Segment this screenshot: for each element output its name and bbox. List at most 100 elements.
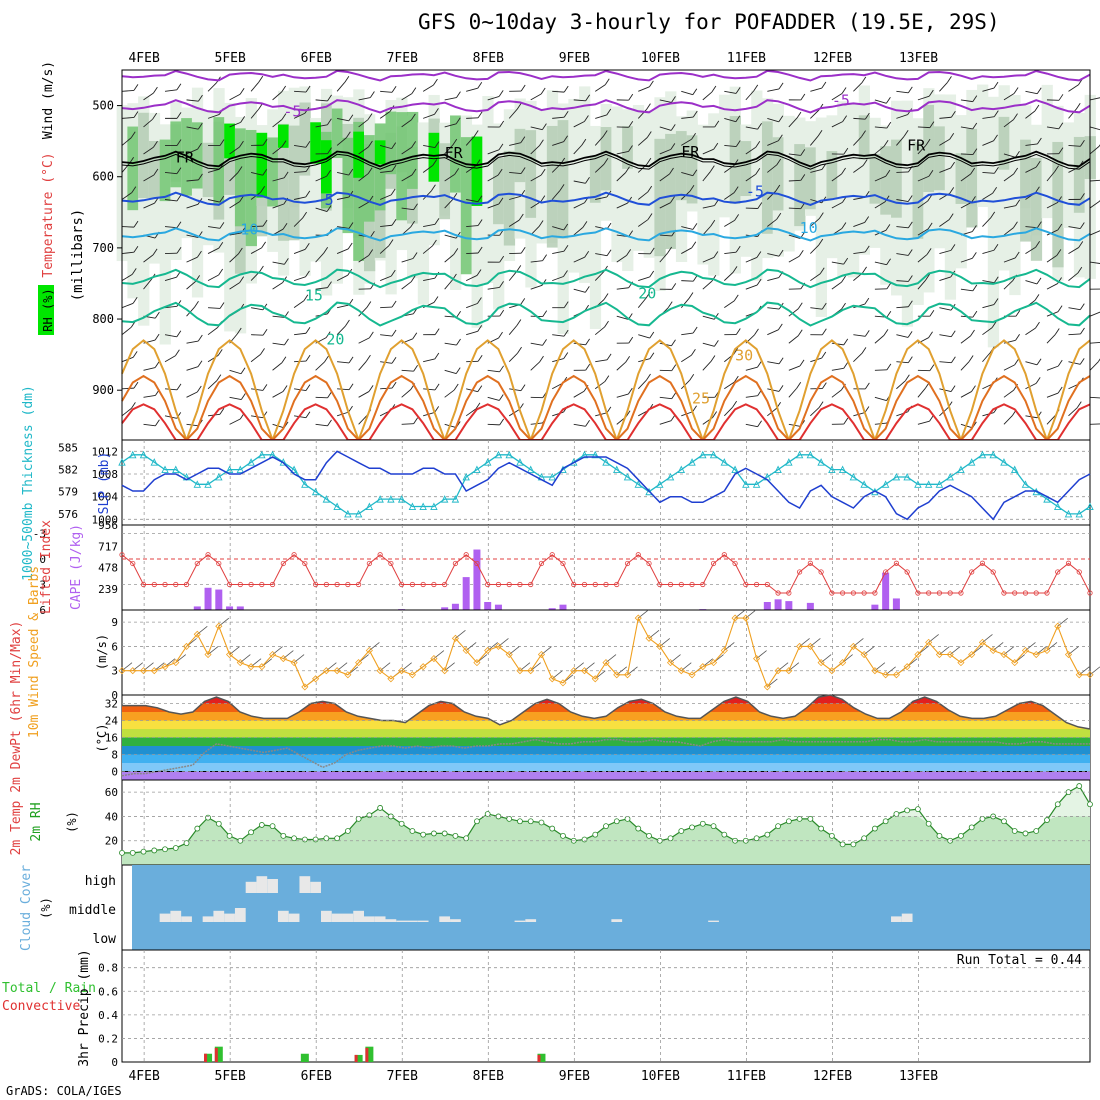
wind-barb-flag [1013, 221, 1018, 228]
wind-barb-flag [1079, 358, 1085, 365]
wind-barb-flag [498, 90, 504, 97]
wind-barb [982, 327, 993, 336]
lifted-index-point [904, 569, 910, 575]
wind-barb-flag [865, 382, 870, 390]
wind-barb [422, 164, 434, 173]
wind-barb-flag [391, 329, 397, 337]
wind-barb [121, 302, 134, 309]
wind-barb-flag [154, 333, 160, 341]
wind-barb [982, 217, 992, 227]
wind-speed-point [494, 642, 503, 650]
rh-light-cell [310, 117, 322, 262]
lifted-index-point [183, 581, 190, 588]
wind-barb [401, 423, 414, 425]
wind-barb [207, 380, 218, 390]
wind-barb [1068, 166, 1080, 173]
wind-barb-flag [477, 325, 483, 332]
wind-barb [1089, 361, 1099, 371]
wind-barb [659, 252, 668, 263]
wind-barb [853, 136, 862, 146]
wind-speed-point [828, 667, 836, 675]
wind-barb-flag [1015, 199, 1021, 206]
wind-speed-point [312, 675, 320, 683]
temp-contour-15 [121, 268, 1091, 289]
slp-tick-label: 1000 [92, 513, 119, 526]
cloud-bar [224, 913, 235, 922]
wind-barb-flag [154, 311, 160, 319]
rh-point [194, 825, 201, 832]
lifted-index-point [463, 552, 469, 558]
wind-speed-point [1011, 659, 1019, 667]
wind-barb-flag [516, 319, 522, 326]
wind-barb-flag [542, 339, 547, 346]
wind-barb [1089, 341, 1100, 344]
wind-barb [186, 256, 198, 263]
wind-speed-point [355, 659, 363, 667]
wind-barb-flag [390, 269, 396, 277]
wind-barb [810, 273, 821, 281]
wind-barb [1003, 257, 1016, 263]
rh-mid-cell [342, 137, 354, 234]
wind-axis-label: 10m Wind Speed & Barbs [27, 566, 42, 738]
wind-barb-flag [710, 355, 716, 362]
wind-barb-flag [925, 273, 931, 281]
wind-speed-point [269, 650, 277, 659]
rh-light-cell [611, 106, 623, 262]
wind-barb [358, 360, 367, 371]
thickness-point [924, 480, 933, 488]
wind-barb [337, 196, 349, 200]
wind-barb-flag [1013, 113, 1018, 120]
lifted-index-point [1055, 569, 1061, 575]
wind-speed-point [1021, 646, 1030, 655]
rh-point [258, 822, 265, 828]
wind-barb-flag [539, 355, 544, 363]
wind-speed-point [903, 663, 911, 671]
cloud-bar [159, 913, 171, 922]
rh-point [667, 835, 674, 842]
wind-barb-flag [1058, 147, 1064, 154]
wind-barb [423, 144, 436, 149]
wind-barb [788, 153, 801, 156]
wind-barb-flag [133, 111, 139, 118]
wind-barb-flag [411, 168, 417, 176]
cloud-bar [374, 916, 386, 922]
wind-barb-flag [1076, 401, 1082, 408]
wind-barb [681, 354, 692, 363]
thickness-point [333, 502, 341, 510]
precip-conv-bar [537, 1054, 541, 1062]
wind-barb [595, 253, 608, 257]
lifted-index-point [710, 560, 717, 567]
wind-barb [960, 335, 971, 344]
lifted-index-point [420, 581, 426, 588]
wind-barb [1003, 173, 1014, 182]
thickness-point [118, 458, 126, 466]
wind-barb [444, 369, 457, 375]
wind-barb-flag [972, 310, 978, 318]
wind-barb-flag [281, 356, 287, 363]
lifted-index-point [528, 581, 534, 588]
rh-point [129, 849, 136, 856]
wind-barb-flag [239, 276, 245, 283]
precip-tick-label: 0.6 [98, 985, 118, 998]
wind-barb-flag [667, 246, 673, 254]
cape-bar [494, 604, 502, 610]
lifted-index-point [560, 560, 566, 567]
wind-barb-flag [411, 87, 417, 94]
wind-barb-flag [518, 213, 524, 221]
rh-mid-cell [331, 108, 343, 159]
wind-barb [1003, 119, 1014, 128]
wind-barb-flag [434, 108, 439, 115]
wind-barb-flag [410, 220, 415, 228]
rh-grey-cell [299, 102, 311, 176]
wind-barb-flag [197, 122, 203, 130]
wind-barb-flag [197, 250, 202, 258]
freezing-level-contour-2 [121, 153, 1091, 170]
wind-barb-flag [604, 78, 610, 85]
rh-point [151, 847, 158, 854]
wind-barb [530, 284, 543, 290]
thickness-point [795, 450, 804, 459]
wind-barb [745, 395, 758, 398]
wind-barb-flag [927, 194, 933, 202]
